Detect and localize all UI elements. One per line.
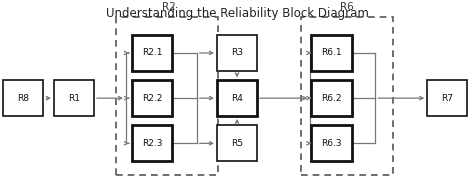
Text: R6.1: R6.1 bbox=[321, 48, 342, 58]
Bar bbox=[117, 17, 218, 175]
Bar bbox=[217, 125, 257, 161]
Bar bbox=[132, 35, 172, 71]
Bar bbox=[54, 80, 94, 116]
Text: R2.2: R2.2 bbox=[142, 94, 162, 103]
Bar bbox=[301, 17, 393, 175]
Text: R2: R2 bbox=[162, 3, 175, 13]
Bar bbox=[427, 80, 467, 116]
Text: R1: R1 bbox=[68, 94, 80, 103]
Bar bbox=[311, 125, 352, 161]
Bar bbox=[217, 80, 257, 116]
Bar bbox=[217, 35, 257, 71]
Text: R8: R8 bbox=[18, 94, 29, 103]
Text: Understanding the Reliability Block Diagram: Understanding the Reliability Block Diag… bbox=[106, 7, 368, 20]
Bar bbox=[132, 80, 172, 116]
Text: R5: R5 bbox=[231, 139, 243, 148]
Text: R2.1: R2.1 bbox=[142, 48, 162, 58]
Text: R6.2: R6.2 bbox=[321, 94, 342, 103]
Text: R3: R3 bbox=[231, 48, 243, 58]
Text: R7: R7 bbox=[441, 94, 453, 103]
Text: R2.3: R2.3 bbox=[142, 139, 162, 148]
Text: R6: R6 bbox=[340, 3, 354, 13]
Text: R6.3: R6.3 bbox=[321, 139, 342, 148]
Bar bbox=[3, 80, 44, 116]
Bar bbox=[311, 35, 352, 71]
Bar bbox=[311, 80, 352, 116]
Text: R4: R4 bbox=[231, 94, 243, 103]
Bar bbox=[132, 125, 172, 161]
